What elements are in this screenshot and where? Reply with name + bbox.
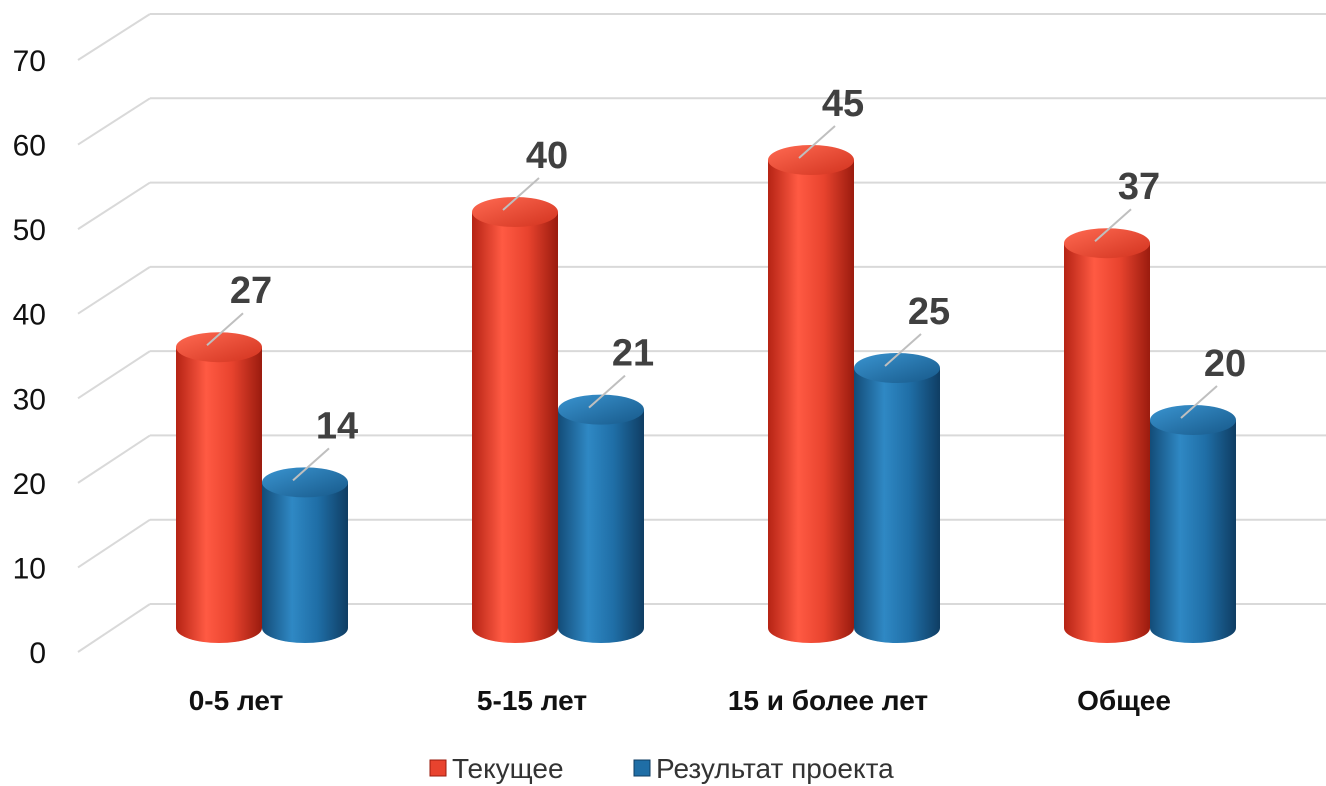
gridline-diagonal: [77, 434, 151, 484]
leader-line: [798, 125, 836, 159]
leader-line: [292, 447, 330, 482]
data-label: 45: [822, 83, 864, 125]
gridline-diagonal: [77, 181, 151, 230]
y-tick-label: 40: [13, 299, 46, 332]
leader-line: [884, 333, 922, 367]
data-labels: 27 14 40 21 45 25 37 20: [206, 83, 1246, 482]
bar-project-3: [1150, 405, 1236, 643]
legend-swatch: [633, 759, 651, 777]
leader-line: [1094, 208, 1132, 242]
y-tick-label: 0: [29, 637, 46, 670]
gridline-diagonal: [77, 13, 151, 61]
category-label: 5-15 лет: [477, 685, 587, 716]
data-label: 27: [230, 270, 272, 312]
y-tick-label: 70: [13, 45, 46, 78]
bar-current-1: [472, 197, 558, 643]
category-label: Общее: [1077, 685, 1171, 716]
legend-label: Результат проекта: [656, 753, 894, 784]
x-axis-categories: 0-5 лет 5-15 лет 15 и более лет Общее: [189, 685, 1171, 716]
gridline-diagonal: [77, 518, 151, 569]
bar-project-1: [558, 394, 644, 643]
category-label: 0-5 лет: [189, 685, 284, 716]
gridline-diagonal: [77, 350, 151, 400]
leader-line: [206, 312, 244, 346]
bar-project-2: [854, 353, 940, 643]
data-label: 20: [1204, 343, 1246, 385]
data-label: 14: [316, 405, 358, 447]
y-tick-label: 20: [13, 468, 46, 501]
legend-item-1: Результат проекта: [633, 753, 894, 784]
bar-current-2: [768, 145, 854, 643]
legend-swatch: [429, 759, 447, 777]
y-axis-ticks: 0 10 20 30 40 50 60 70: [13, 45, 46, 670]
category-label: 15 и более лет: [728, 685, 928, 716]
data-label: 40: [526, 135, 568, 177]
data-label: 21: [612, 333, 654, 375]
y-tick-label: 10: [13, 552, 46, 585]
bar-current-0: [176, 332, 262, 643]
bars: [176, 145, 1236, 643]
legend-item-0: Текущее: [429, 753, 564, 784]
leader-line: [588, 374, 626, 409]
leader-line: [1180, 385, 1218, 419]
legend: Текущее Результат проекта: [429, 753, 894, 784]
y-tick-label: 30: [13, 383, 46, 416]
bar-project-0: [262, 467, 348, 643]
gridline-diagonal: [77, 266, 151, 315]
gridline-diagonal: [77, 97, 151, 146]
data-label: 25: [908, 291, 950, 333]
data-label: 37: [1118, 166, 1160, 208]
bar-current-3: [1064, 228, 1150, 643]
y-tick-label: 60: [13, 130, 46, 163]
y-tick-label: 50: [13, 214, 46, 247]
leader-line: [502, 177, 540, 211]
gridline-diagonal: [77, 603, 151, 653]
legend-label: Текущее: [452, 753, 564, 784]
